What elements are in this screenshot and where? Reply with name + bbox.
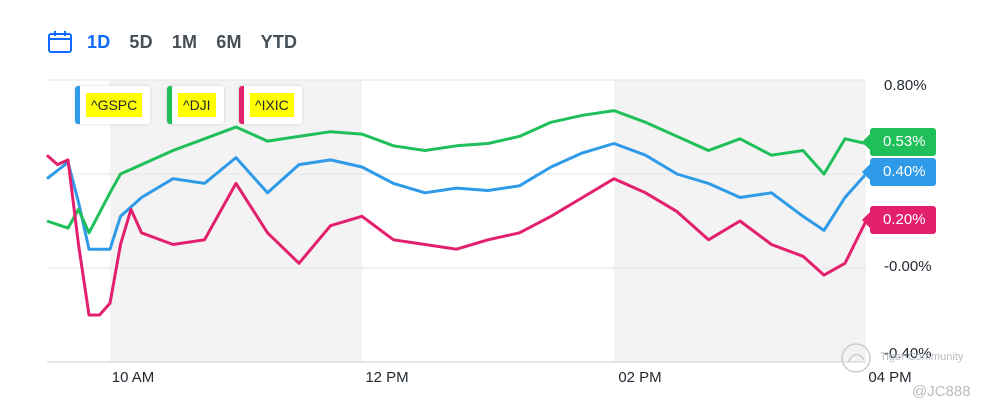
x-tick-label: 10 AM — [111, 369, 155, 386]
range-toolbar: 1D 5D 1M 6M YTD — [47, 28, 316, 56]
range-1m-button[interactable]: 1M — [171, 31, 198, 52]
legend-dji[interactable]: ^DJI — [167, 86, 224, 124]
range-6m-button[interactable]: 6M — [216, 31, 242, 52]
legend-ixic-label: ^IXIC — [250, 93, 294, 117]
last-value-tag-gspc: 0.40% — [862, 158, 936, 186]
watermark-logo-icon — [841, 343, 871, 373]
last-value-tag-ixic: 0.20% — [862, 206, 936, 234]
watermark-user: @JC888 — [912, 383, 971, 400]
y-tick-label: -0.00% — [884, 258, 932, 275]
x-tick-label: 12 PM — [365, 369, 409, 386]
calendar-icon[interactable] — [47, 29, 73, 55]
legend-gspc-swatch — [75, 86, 80, 124]
range-1d-button[interactable]: 1D — [87, 31, 111, 52]
range-5d-button[interactable]: 5D — [129, 31, 153, 52]
series-line-ixic — [45, 154, 868, 317]
legend-ixic[interactable]: ^IXIC — [239, 86, 302, 124]
x-tick-label: 04 PM — [868, 369, 912, 386]
legend-dji-swatch — [167, 86, 172, 124]
x-tick-label: 02 PM — [618, 369, 662, 386]
legend-gspc-label: ^GSPC — [86, 93, 143, 117]
legend-dji-label: ^DJI — [178, 93, 216, 117]
series-line-gspc — [46, 142, 868, 251]
series-line-dji — [46, 109, 867, 235]
y-tick-label: -0.40% — [884, 345, 932, 362]
legend-gspc[interactable]: ^GSPC — [75, 86, 151, 124]
y-tick-label: 0.80% — [884, 77, 927, 94]
legend-ixic-swatch — [239, 86, 244, 124]
watermark-text: Tiger Community — [880, 351, 964, 363]
range-ytd-button[interactable]: YTD — [260, 31, 298, 52]
last-value-tag-dji: 0.53% — [862, 128, 936, 156]
